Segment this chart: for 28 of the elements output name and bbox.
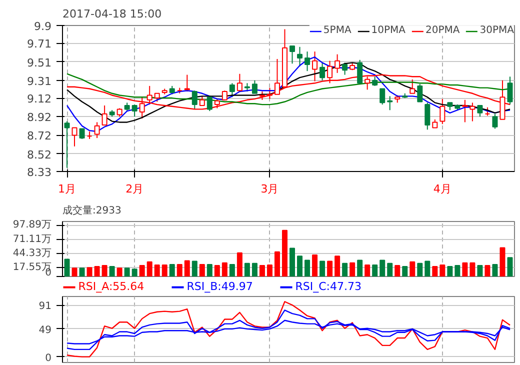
y-tick-label: 9.12 — [27, 92, 52, 106]
y-tick-label: 71.11万 — [12, 234, 52, 245]
x-tick-label: 1月 — [58, 182, 76, 196]
y-tick-label: 9.31 — [27, 74, 52, 88]
legend-label: RSI_C:47.73 — [295, 280, 362, 293]
legend-label: 20PMA — [426, 25, 460, 36]
y-tick-label: 8.33 — [27, 166, 52, 179]
y-tick-label: 91 — [38, 301, 52, 312]
chart-title: 成交量:2933 — [62, 204, 122, 216]
y-tick-label: 8.52 — [27, 148, 52, 162]
y-tick-label: 97.89万 — [12, 220, 52, 231]
legend-label: RSI_B:49.97 — [186, 280, 253, 293]
y-tick-label: 8.72 — [27, 130, 52, 143]
series-label: RSI_A:55.64 — [78, 280, 144, 293]
y-tick-label: 0 — [45, 352, 52, 364]
y-tick-label: 9.71 — [27, 38, 52, 51]
y-tick-label: 8.92 — [27, 111, 52, 124]
legend-label: 5PMA — [323, 25, 352, 36]
chart-title: 2017-04-18 15:00 — [62, 8, 162, 20]
y-tick-label: 49 — [38, 324, 52, 336]
y-tick-label: 9.51 — [27, 56, 52, 70]
y-tick-label: 9.9 — [34, 20, 52, 33]
legend-label: 30PMA — [480, 25, 514, 36]
x-tick-label: 2月 — [126, 182, 144, 196]
x-tick-label: 4月 — [433, 182, 452, 196]
y-tick-label: 44.33万 — [12, 248, 52, 259]
x-tick-label: 3月 — [260, 182, 279, 196]
legend-label: 10PMA — [371, 25, 406, 36]
